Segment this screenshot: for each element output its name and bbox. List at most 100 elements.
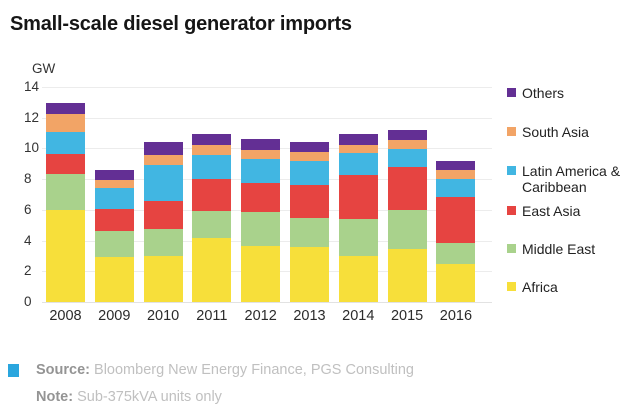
bar-2010	[143, 141, 183, 302]
segment-2009-africa	[94, 256, 134, 302]
legend-item-middle-east: Middle East	[507, 241, 640, 257]
x-axis-tick-2015: 2015	[390, 308, 424, 324]
legend-swatch-icon	[507, 244, 516, 253]
segment-2010-latin-america-caribbean	[143, 165, 183, 201]
segment-2016-middle-east	[436, 242, 476, 265]
segment-2011-middle-east	[192, 210, 232, 238]
segment-2008-others	[46, 103, 85, 114]
legend-item-latin-america-caribbean: Latin America & Caribbean	[507, 163, 640, 195]
segment-2016-africa	[436, 264, 476, 302]
source-text: Bloomberg New Energy Finance, PGS Consul…	[94, 362, 414, 378]
y-axis-tick-2: 2	[24, 263, 32, 279]
legend-label: Others	[522, 85, 565, 101]
segment-2008-east-asia	[46, 153, 85, 174]
segment-2010-east-asia	[143, 200, 183, 230]
segment-2009-latin-america-caribbean	[94, 188, 134, 210]
segment-2008-middle-east	[46, 173, 85, 210]
bar-2013	[290, 141, 329, 302]
segment-2013-africa	[290, 247, 329, 302]
segment-2011-others	[192, 133, 232, 146]
legend-swatch-icon	[507, 282, 516, 291]
bar-2014	[338, 133, 378, 302]
legend-swatch-icon	[507, 127, 516, 136]
footer-text: Source: Bloomberg New Energy Finance, PG…	[36, 362, 414, 416]
y-axis-tick-4: 4	[24, 232, 32, 248]
source-line: Source: Bloomberg New Energy Finance, PG…	[36, 362, 414, 378]
legend-item-east-asia: East Asia	[507, 203, 640, 219]
legend-swatch-icon	[507, 88, 516, 97]
bar-2009	[94, 169, 134, 302]
segment-2014-south-asia	[338, 144, 378, 154]
segment-2013-middle-east	[290, 218, 329, 248]
y-axis: 14 12 10 8 6 4 2 0	[0, 0, 50, 416]
x-axis-tick-2008: 2008	[49, 308, 82, 324]
chart-title: Small-scale diesel generator imports	[10, 13, 352, 35]
segment-2013-east-asia	[290, 184, 329, 219]
y-axis-tick-10: 10	[24, 140, 40, 156]
segment-2012-latin-america-caribbean	[241, 159, 281, 183]
segment-2016-latin-america-caribbean	[436, 179, 476, 197]
source-bullet-icon	[8, 364, 19, 377]
legend-label: South Asia	[522, 124, 589, 140]
y-axis-tick-14: 14	[24, 79, 40, 94]
segment-2015-africa	[387, 249, 427, 302]
x-axis-tick-2014: 2014	[342, 308, 375, 324]
note-line: Note: Sub-375kVA units only	[36, 389, 414, 405]
segment-2014-others	[338, 133, 378, 145]
bar-2015	[387, 130, 427, 302]
segment-2013-others	[290, 141, 329, 152]
y-axis-unit-label: GW	[32, 61, 56, 76]
segment-2009-others	[94, 169, 134, 180]
segment-2012-middle-east	[241, 212, 281, 246]
legend-item-others: Others	[507, 85, 640, 101]
x-axis-tick-2013: 2013	[293, 308, 326, 324]
segment-2016-south-asia	[436, 169, 476, 180]
segment-2012-others	[241, 139, 281, 150]
x-axis: 2008 2009 2010 2011 2012 2013 2014 2015 2016	[0, 308, 640, 326]
segment-2010-africa	[143, 255, 183, 302]
segment-2008-south-asia	[46, 113, 85, 132]
x-axis-tick-2011: 2011	[196, 308, 228, 324]
segment-2009-south-asia	[94, 179, 134, 189]
y-axis-tick-8: 8	[24, 171, 32, 187]
segment-2010-others	[143, 141, 183, 155]
segment-2010-middle-east	[143, 229, 183, 256]
legend-label: Latin America & Caribbean	[522, 163, 621, 195]
segment-2014-east-asia	[338, 174, 378, 220]
legend-item-south-asia: South Asia	[507, 124, 640, 140]
segment-2013-latin-america-caribbean	[290, 160, 329, 185]
segment-2009-east-asia	[94, 209, 134, 231]
source-label: Source:	[36, 362, 90, 378]
segment-2008-africa	[46, 209, 85, 302]
bar-2011	[192, 133, 232, 302]
bar-2016	[436, 160, 476, 302]
bar-2012	[241, 139, 281, 302]
x-axis-tick-2016: 2016	[439, 308, 473, 324]
segment-2014-africa	[338, 255, 378, 302]
segment-2015-east-asia	[387, 166, 427, 210]
legend-swatch-icon	[507, 166, 516, 175]
segment-2015-south-asia	[387, 140, 427, 150]
segment-2011-africa	[192, 237, 232, 302]
segment-2009-middle-east	[94, 230, 134, 257]
segment-2010-south-asia	[143, 154, 183, 166]
gridline-14	[42, 87, 492, 88]
note-text: Sub-375kVA units only	[77, 389, 222, 405]
segment-2011-east-asia	[192, 179, 232, 211]
segment-2014-middle-east	[338, 219, 378, 256]
segment-2016-east-asia	[436, 196, 476, 243]
segment-2015-others	[387, 130, 427, 140]
y-axis-tick-0: 0	[24, 294, 32, 309]
legend: Others South Asia Latin America & Caribbea…	[507, 85, 640, 295]
segment-2012-south-asia	[241, 149, 281, 160]
segment-2014-latin-america-caribbean	[338, 153, 378, 175]
segment-2011-south-asia	[192, 145, 232, 155]
legend-label: Africa	[522, 279, 558, 295]
segment-2011-latin-america-caribbean	[192, 154, 232, 180]
y-axis-tick-12: 12	[24, 109, 40, 125]
segment-2012-east-asia	[241, 183, 281, 213]
segment-2008-latin-america-caribbean	[46, 131, 85, 154]
gridline-12	[42, 117, 492, 119]
segment-2016-others	[436, 160, 476, 170]
